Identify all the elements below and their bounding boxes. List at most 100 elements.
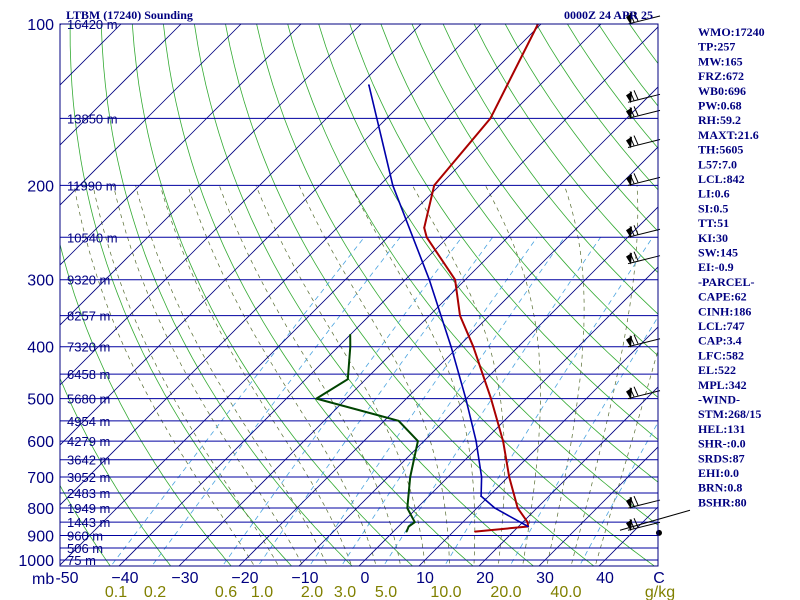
pressure-label: 800	[27, 501, 54, 518]
pressure-label: 500	[27, 392, 54, 409]
index-line: SI:0.5	[698, 201, 728, 215]
surface-wind-dot	[656, 529, 662, 536]
index-line: MAXT:21.6	[698, 128, 759, 142]
temperature-point	[474, 530, 476, 533]
height-labels: 16420 m 13850 m 11990 m 10540 m 9320 m 8257 m…	[67, 17, 118, 568]
dewpoint-point	[349, 345, 352, 348]
index-line: LCL:842	[698, 172, 745, 186]
height-label: 1949 m	[67, 501, 110, 516]
temperature-tick-label: C	[653, 570, 665, 587]
temperature-tick-label: −10	[291, 570, 318, 587]
dewpoint-point	[349, 333, 352, 336]
height-label: 16420 m	[67, 17, 118, 32]
index-line: HEL:131	[698, 422, 745, 436]
isotherm-line	[60, 24, 302, 266]
wind-barb	[626, 106, 661, 120]
index-line: L57:7.0	[698, 157, 737, 171]
index-line: -WIND-	[698, 393, 740, 407]
index-line: BSHR:80	[698, 495, 747, 509]
height-label: 506 m	[67, 541, 103, 556]
mixing-ratio-label: 0.1	[105, 584, 127, 600]
pressure-label: 900	[27, 528, 54, 545]
moist-adiabat-line	[485, 185, 541, 566]
dry-adiabat-line	[349, 24, 658, 441]
temperature-point	[454, 278, 456, 281]
isotherm-line	[538, 446, 658, 566]
height-label: 3052 m	[67, 470, 110, 485]
temperature-point	[502, 440, 504, 442]
stability-indices-panel: WMO:17240TP:257MW:165FRZ:672WB0:696PW:0.…	[698, 25, 765, 509]
temperature-point	[508, 476, 511, 478]
index-line: SRDS:87	[698, 451, 745, 465]
dewpoint-point	[409, 476, 412, 478]
isotherm-line	[60, 24, 482, 446]
parcel-profile-line	[368, 84, 529, 528]
wind-barb	[626, 495, 661, 510]
temperature-point	[490, 397, 492, 400]
dry-adiabat-line	[442, 24, 658, 315]
wind-barb	[626, 251, 661, 265]
parcel-point	[464, 397, 467, 400]
index-line: MPL:342	[698, 378, 747, 392]
isobars	[60, 23, 658, 561]
index-line: MW:165	[698, 54, 743, 68]
mixing-ratio-label: 0.2	[144, 584, 166, 600]
temperature-tick-label: −20	[231, 570, 258, 587]
dewpoint-point	[315, 397, 318, 400]
isotherm-line	[238, 146, 658, 566]
isotherm-line	[178, 86, 658, 566]
isotherm-line	[298, 206, 658, 566]
temperature-tick-label: 10	[416, 570, 434, 587]
dry-adiabat-line	[60, 377, 172, 566]
moist-adiabat-line	[298, 185, 450, 566]
height-label: 8257 m	[67, 309, 110, 324]
isotherm-line	[60, 24, 242, 206]
profile-series	[315, 24, 539, 533]
parcel-point	[450, 345, 452, 348]
surface-wind-line	[619, 509, 691, 531]
index-line: LFC:582	[698, 348, 744, 362]
wind-barb	[626, 90, 661, 104]
dewpoint-point	[407, 525, 410, 528]
height-label: 1443 m	[67, 515, 110, 530]
temperature-tick-label: 30	[536, 570, 554, 587]
dry-adiabat-line	[163, 24, 474, 566]
pressure-label: 1000	[18, 553, 54, 570]
index-line: CAP:3.4	[698, 334, 742, 348]
moist-adiabat-line	[570, 185, 639, 566]
temperature-point	[472, 345, 475, 348]
mixing-ratio-label: 20.0	[490, 584, 521, 600]
mixing-ratio-labels: 0.1 0.2 0.6 1.0 2.0 3.0 5.0 10.0 20.0 40.0 g/kg	[105, 584, 675, 600]
height-label: 4279 m	[67, 434, 110, 449]
mixing-ratio-label: 0.6	[215, 584, 237, 600]
temperature-point	[433, 184, 436, 187]
index-line: TP:257	[698, 40, 735, 54]
index-line: CAPE:62	[698, 290, 747, 304]
wind-barb	[626, 135, 661, 149]
moist-adiabat-line	[159, 185, 353, 566]
moist-adiabat-line	[350, 185, 476, 566]
dewpoint-point	[346, 378, 349, 381]
dewpoint-point	[406, 507, 409, 509]
dry-adiabat-line	[100, 24, 353, 566]
wind-barb	[626, 386, 661, 400]
dewpoint-point	[405, 530, 408, 533]
dry-adiabat-line	[318, 24, 658, 483]
mixing-ratio-label: 40.0	[550, 584, 581, 600]
index-line: TH:5605	[698, 143, 743, 157]
isotherm-line	[60, 24, 542, 506]
index-line: STM:268/15	[698, 407, 761, 421]
isotherm-line	[478, 386, 658, 566]
mixing-ratio-line	[309, 237, 538, 566]
temperature-point	[526, 521, 529, 524]
temperature-point	[489, 117, 492, 120]
isotherm-line	[60, 24, 422, 386]
isotherm-line	[60, 24, 362, 326]
height-label: 6458 m	[67, 367, 110, 382]
temperature-point	[516, 507, 519, 509]
height-label: 4954 m	[67, 414, 110, 429]
index-line: LI:0.6	[698, 187, 730, 201]
dry-adiabat-line	[380, 24, 658, 398]
index-line: WB0:696	[698, 84, 746, 98]
